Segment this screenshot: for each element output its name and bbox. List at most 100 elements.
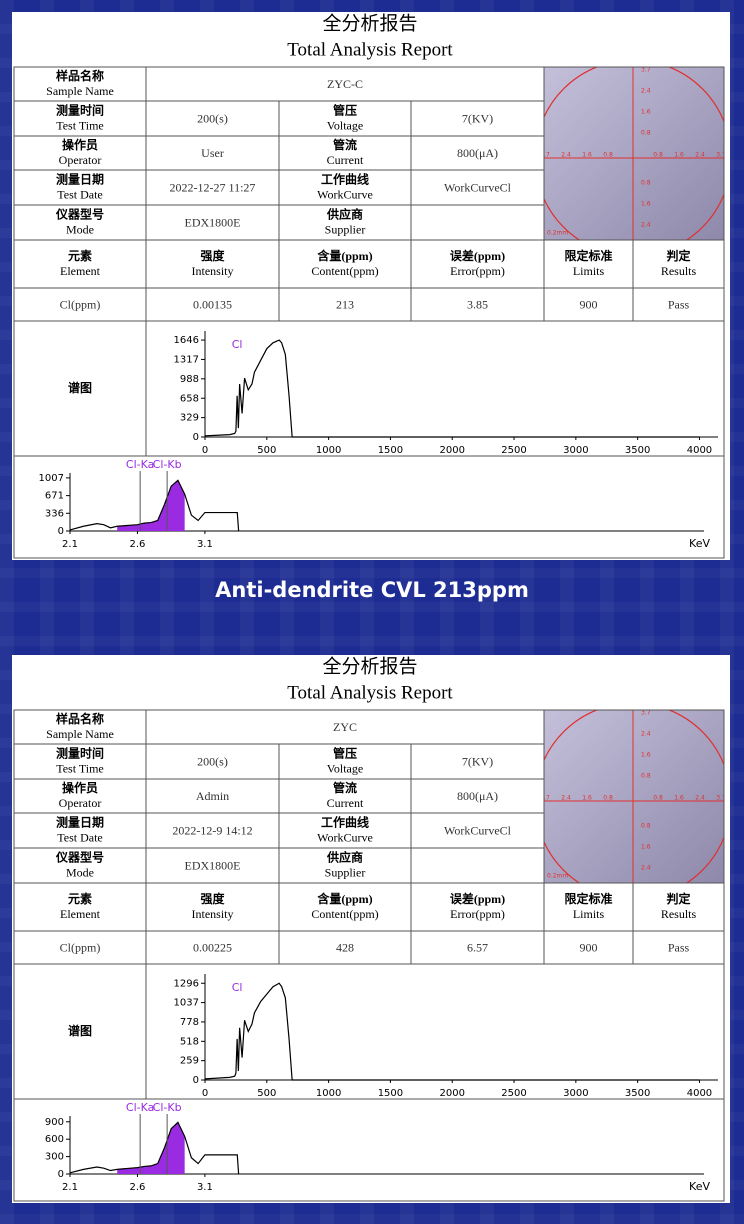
scale-label: 2.4 <box>561 152 571 159</box>
scale-label: 3.7 <box>716 795 726 802</box>
cell-value: 2022-12-27 11:27 <box>170 180 256 194</box>
title-cn: 全分析报告 <box>322 12 417 34</box>
scale-label: 2.4 <box>641 731 651 738</box>
scale-label: 2.4 <box>695 795 705 802</box>
label-cn: 误差(ppm) <box>450 248 505 263</box>
y-tick-label: 988 <box>180 374 199 385</box>
cell-value: 3.85 <box>467 297 488 311</box>
y-tick-label: 0 <box>193 1075 199 1086</box>
x-tick-label: 3500 <box>625 1088 650 1099</box>
micrograph: 3.73.73.73.72.42.42.42.41.61.61.61.60.80… <box>540 67 724 240</box>
scale-label: 0.8 <box>603 152 613 159</box>
micrograph-image <box>544 710 724 883</box>
x-tick-label: 3000 <box>563 1088 588 1099</box>
label-cn: 判定 <box>666 891 690 906</box>
label-cn: 元素 <box>68 248 92 263</box>
line <box>204 339 700 438</box>
table-cell <box>13 455 725 559</box>
line <box>69 1121 240 1175</box>
y-tick-label: 658 <box>180 393 199 404</box>
y-tick-label: 671 <box>45 491 64 502</box>
label-en: Supplier <box>325 865 366 879</box>
peak-label: Cl-Ka <box>126 458 154 471</box>
scale-label: 0.8 <box>641 180 651 187</box>
label-en: Content(ppm) <box>311 264 378 278</box>
line <box>69 479 240 532</box>
area <box>117 1122 185 1174</box>
x-unit: KeV <box>689 537 710 550</box>
label-en: Test Date <box>57 187 102 201</box>
cell-value: 6.57 <box>467 940 488 954</box>
y-tick-label: 1037 <box>174 998 199 1009</box>
label-cn: 含量(ppm) <box>317 891 372 906</box>
x-tick-label: 2000 <box>440 445 465 456</box>
y-tick-label: 1646 <box>174 335 199 346</box>
cell-value: ZYC-C <box>327 77 363 91</box>
label-en: Voltage <box>327 118 363 132</box>
label-cn: 工作曲线 <box>321 171 369 186</box>
y-tick-label: 300 <box>45 1152 64 1163</box>
cell-value: WorkCurveCl <box>444 823 512 837</box>
area <box>117 480 185 531</box>
peak-label: Cl <box>232 981 243 994</box>
cell-value: WorkCurveCl <box>444 180 512 194</box>
x-tick-label: 1000 <box>316 1088 341 1099</box>
scale-label: 2.4 <box>561 795 571 802</box>
label-en: Results <box>661 907 697 921</box>
label-en: Error(ppm) <box>450 264 505 278</box>
spectrum-label: 谱图 <box>68 1023 92 1038</box>
x-tick-label: 500 <box>257 445 276 456</box>
label-en: Sample Name <box>46 84 114 98</box>
y-tick-label: 0 <box>193 432 199 443</box>
scale-label: 1.6 <box>674 152 684 159</box>
label-cn: 样品名称 <box>56 68 104 83</box>
y-tick-label: 518 <box>180 1036 199 1047</box>
micrograph-image <box>544 67 724 240</box>
label-cn: 供应商 <box>326 849 363 864</box>
label-cn: 仪器型号 <box>55 206 104 221</box>
label-en: Element <box>60 264 101 278</box>
scale-label: 3.7 <box>540 152 550 159</box>
label-cn: 测量日期 <box>56 171 104 186</box>
label-en: Limits <box>573 264 605 278</box>
label-en: Error(ppm) <box>450 907 505 921</box>
scale-label: 0.8 <box>653 795 663 802</box>
peak-label: Cl-Kb <box>153 1101 182 1114</box>
y-tick-label: 900 <box>45 1117 64 1128</box>
cell-value: 0.00135 <box>193 297 232 311</box>
label-en: Results <box>661 264 697 278</box>
label-en: Current <box>327 796 364 810</box>
scale-label: 1.6 <box>674 795 684 802</box>
cell-value: 200(s) <box>197 754 228 768</box>
label-en: WorkCurve <box>317 187 373 201</box>
x-tick-label: 3.1 <box>197 1182 213 1193</box>
x-tick-label: 2.6 <box>129 1182 145 1193</box>
x-tick-label: 0 <box>202 1088 208 1099</box>
cell-value: 7(KV) <box>462 111 493 125</box>
label-cn: 含量(ppm) <box>317 248 372 263</box>
label-cn: 管压 <box>333 102 357 117</box>
label-cn: 误差(ppm) <box>450 891 505 906</box>
cell-value: 800(μA) <box>457 146 498 160</box>
title-en: Total Analysis Report <box>287 682 453 703</box>
scale-bar: 0.2mm <box>547 873 568 880</box>
x-tick-label: 2.6 <box>129 539 145 550</box>
peak-label: Cl-Ka <box>126 1101 154 1114</box>
cell-value: Cl(ppm) <box>60 940 101 954</box>
label-cn: 强度 <box>200 248 225 263</box>
label-cn: 样品名称 <box>56 711 104 726</box>
x-tick-label: 2000 <box>440 1088 465 1099</box>
cell-value: 428 <box>336 940 354 954</box>
label-cn: 工作曲线 <box>321 814 369 829</box>
y-tick-label: 0 <box>58 526 64 537</box>
line <box>204 982 700 1081</box>
label-en: Content(ppm) <box>311 907 378 921</box>
scale-label: 1.6 <box>641 844 651 851</box>
label-en: Supplier <box>325 222 366 236</box>
cell-value: 7(KV) <box>462 754 493 768</box>
scale-label: 0.8 <box>603 795 613 802</box>
x-unit: KeV <box>689 1180 710 1193</box>
label-cn: 供应商 <box>326 206 363 221</box>
